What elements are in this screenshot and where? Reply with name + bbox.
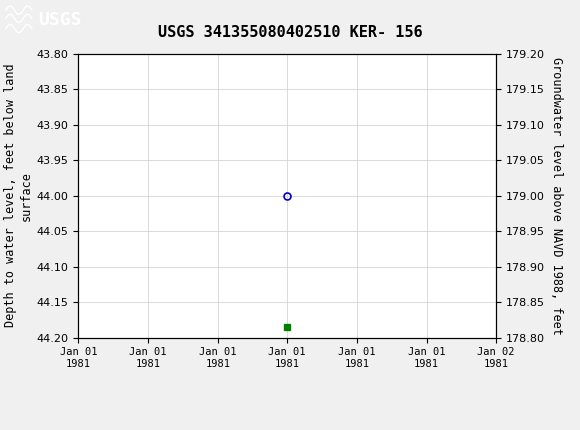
Text: USGS 341355080402510 KER- 156: USGS 341355080402510 KER- 156: [158, 25, 422, 40]
Text: USGS: USGS: [38, 12, 81, 29]
Y-axis label: Groundwater level above NAVD 1988, feet: Groundwater level above NAVD 1988, feet: [550, 57, 563, 335]
Y-axis label: Depth to water level, feet below land
surface: Depth to water level, feet below land su…: [5, 64, 32, 328]
